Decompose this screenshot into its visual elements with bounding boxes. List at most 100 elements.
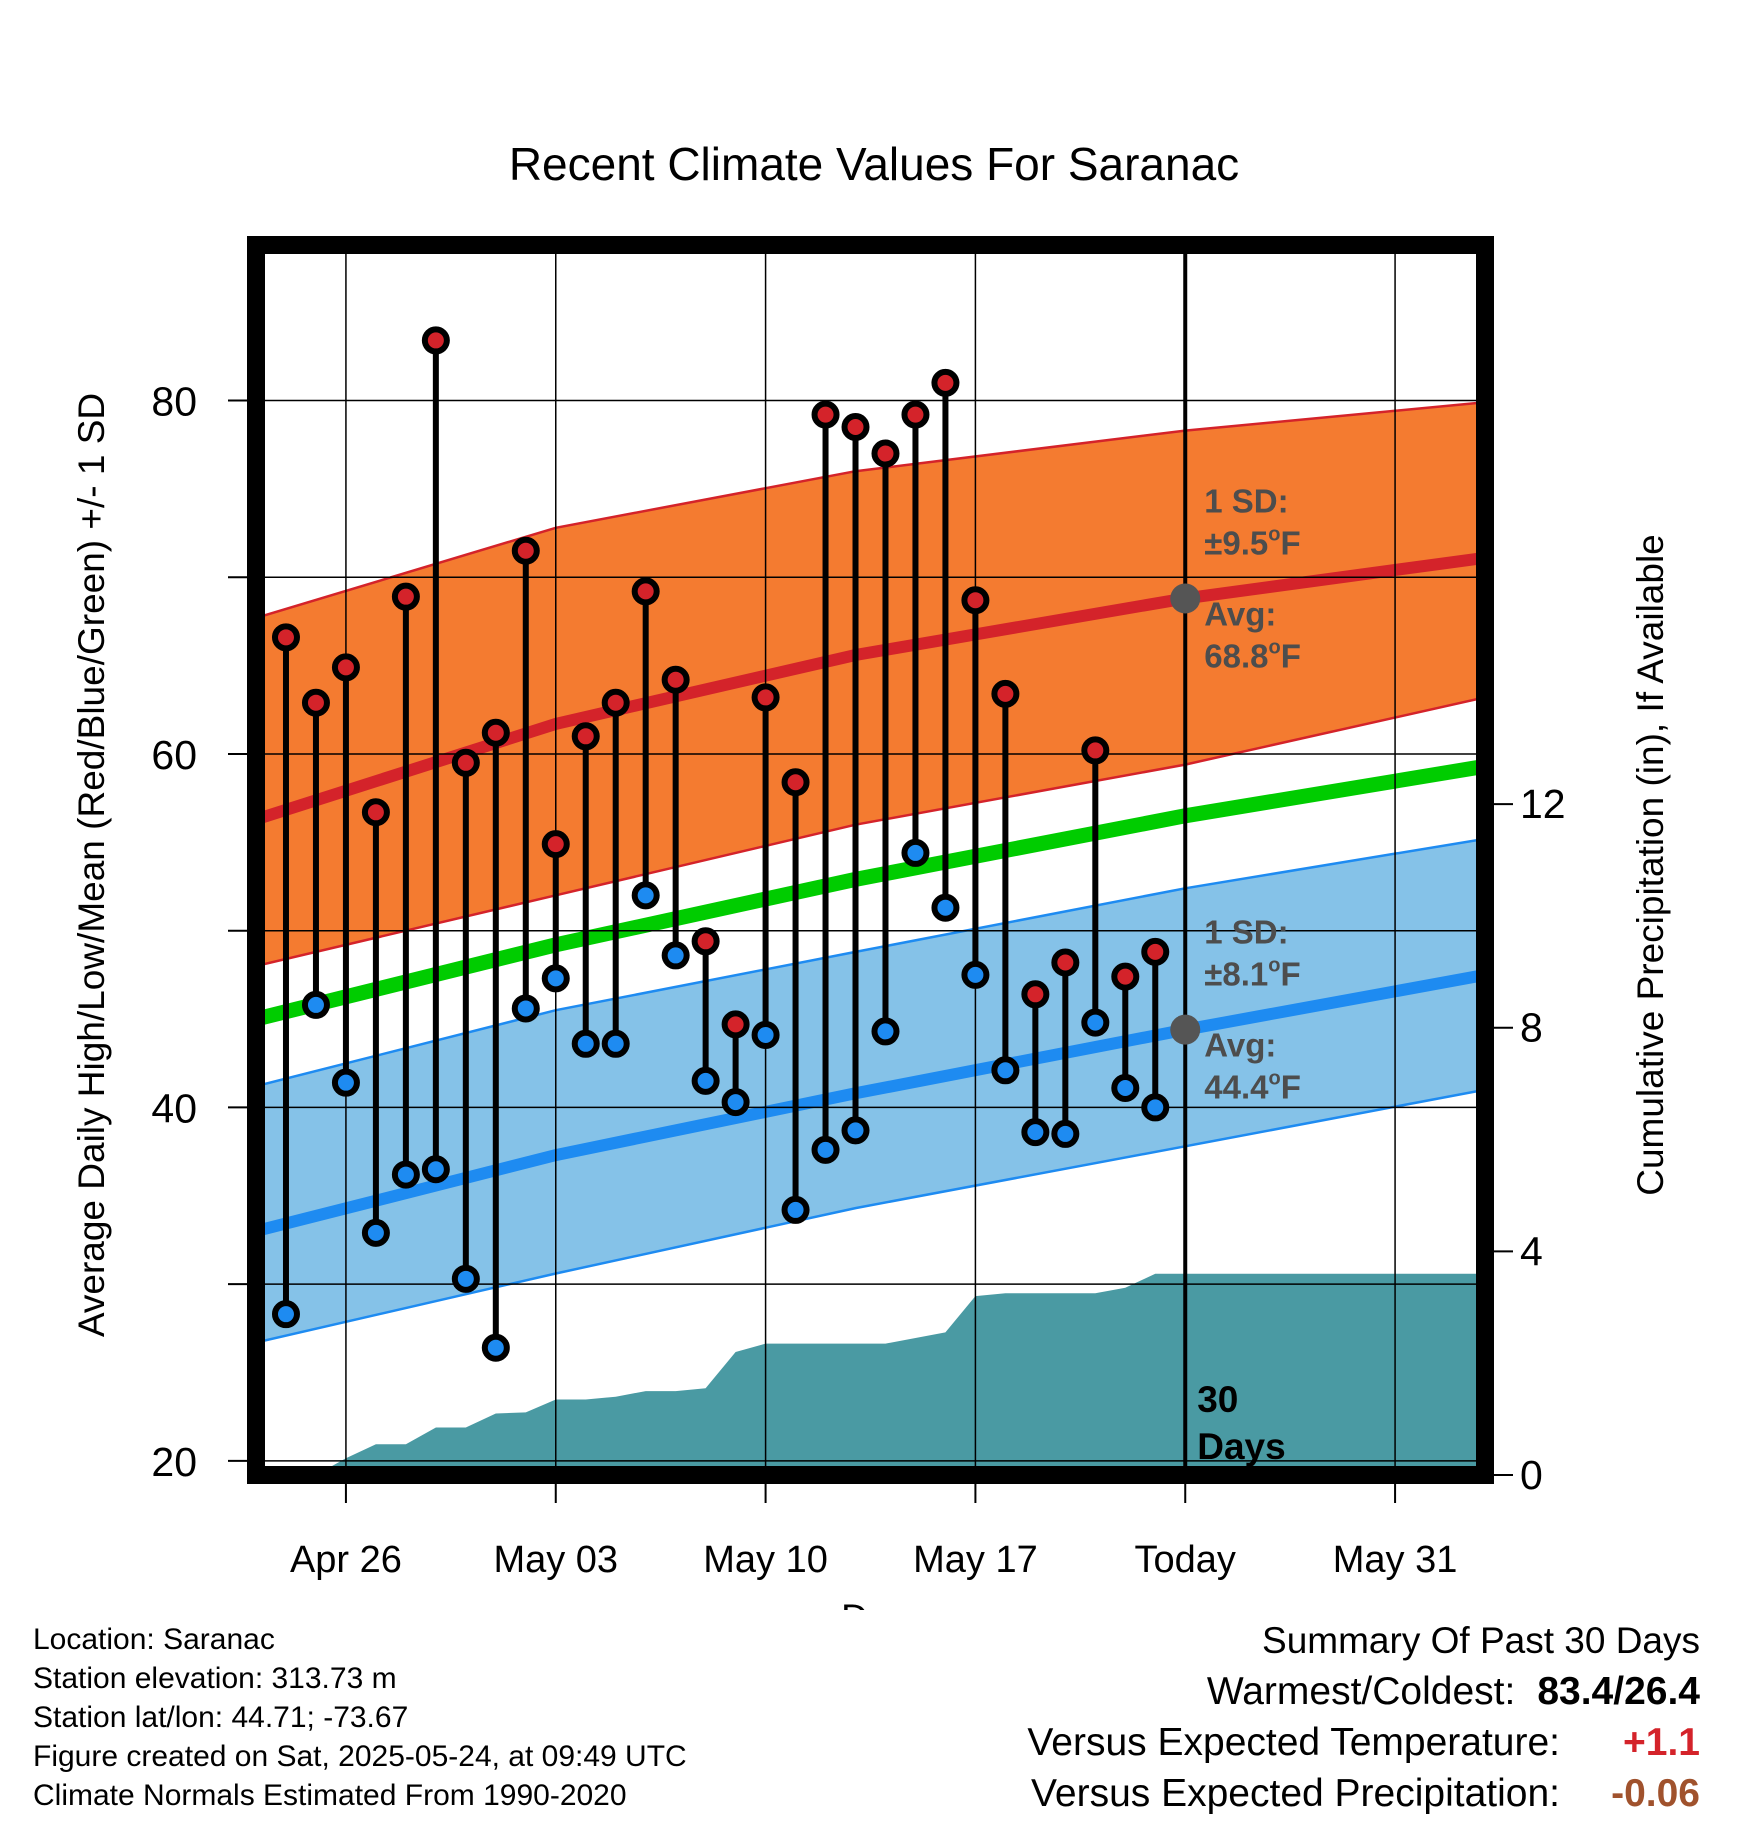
y-axis-label: Average Daily High/Low/Mean (Red/Blue/Gr… xyxy=(71,393,112,1337)
y-tick-label: 20 xyxy=(151,1439,197,1485)
high-sd-band xyxy=(256,402,1485,966)
elevation-text: Station elevation: 313.73 m xyxy=(33,1662,397,1695)
x-axis-label: Day xyxy=(841,1597,907,1610)
low-temp-point xyxy=(931,893,960,922)
x-tick-label: May 03 xyxy=(493,1539,618,1581)
plot-content: 1 SD: ±9.5oF Avg: 68.8oF 1 SD: ±8.1oF Avg: 44.4… xyxy=(256,245,1485,1475)
x-tick-label: May 17 xyxy=(913,1539,1038,1581)
low-temp-point xyxy=(541,964,570,993)
station-info: Location: Saranac Station elevation: 313… xyxy=(33,1620,687,1815)
high-annotation-line-0: 1 SD: xyxy=(1204,482,1288,519)
today-low-avg-marker xyxy=(1170,1014,1201,1045)
high-temp-point xyxy=(1141,937,1170,966)
low-temp-point xyxy=(601,1029,630,1058)
low-temp-point xyxy=(691,1066,720,1095)
y2-axis-label: Cumulative Precipitation (in), If Availa… xyxy=(1630,534,1671,1196)
low-temp-point xyxy=(301,990,330,1019)
today-days-label: 30 xyxy=(1197,1379,1238,1420)
warmest-coldest-value: 83.4/26.4 xyxy=(1537,1670,1700,1713)
low-annotation-line-2: Avg: xyxy=(1204,1027,1276,1064)
y-tick-label: 40 xyxy=(151,1085,197,1131)
high-temp-point xyxy=(841,413,870,442)
high-temp-point xyxy=(1111,962,1140,991)
low-temp-point xyxy=(901,838,930,867)
low-temp-point xyxy=(451,1264,480,1293)
low-temp-point xyxy=(271,1300,300,1329)
low-temp-point xyxy=(1081,1008,1110,1037)
precip-vs-expected-label: Versus Expected Precipitation: xyxy=(1031,1772,1560,1815)
low-temp-point xyxy=(421,1155,450,1184)
summary-panel: Summary Of Past 30 Days Warmest/Coldest:… xyxy=(1027,1616,1700,1819)
low-temp-point xyxy=(1051,1119,1080,1148)
high-annotation-line-2: Avg: xyxy=(1204,595,1276,632)
high-temp-point xyxy=(481,718,510,747)
y2-tick-label: 12 xyxy=(1520,781,1566,827)
high-temp-point xyxy=(721,1010,750,1039)
high-temp-point xyxy=(301,688,330,717)
high-temp-point xyxy=(1021,980,1050,1009)
y-tick-label: 80 xyxy=(151,379,197,425)
low-sd-band-lower-edge xyxy=(256,1088,1485,1344)
high-temp-point xyxy=(391,582,420,611)
low-temp-point xyxy=(1111,1073,1140,1102)
low-temp-point xyxy=(511,994,540,1023)
high-temp-point xyxy=(421,326,450,355)
high-annotation-line-1: ±9.5oF xyxy=(1204,523,1300,561)
warmest-coldest-label: Warmest/Coldest: xyxy=(1206,1670,1516,1713)
y2-tick-label: 0 xyxy=(1520,1452,1543,1498)
high-temp-point xyxy=(811,400,840,429)
low-temp-point xyxy=(841,1116,870,1145)
low-annotation-line-3: 44.4oF xyxy=(1204,1068,1301,1106)
low-annotation-line-0: 1 SD: xyxy=(1204,914,1288,951)
today-high-avg-marker xyxy=(1170,583,1201,614)
low-annotation-line-1: ±8.1oF xyxy=(1204,955,1300,993)
high-temp-point xyxy=(361,798,390,827)
high-annotation-line-3: 68.8oF xyxy=(1204,636,1301,674)
latlon-text: Station lat/lon: 44.71; -73.67 xyxy=(33,1701,409,1734)
high-temp-point xyxy=(631,577,660,606)
y2-tick-label: 8 xyxy=(1520,1005,1543,1051)
x-tick-label: May 10 xyxy=(703,1539,828,1581)
high-temp-point xyxy=(331,653,360,682)
low-temp-point xyxy=(1141,1093,1170,1122)
precip-area xyxy=(316,1273,1485,1475)
low-temp-point xyxy=(481,1333,510,1362)
summary-title: Summary Of Past 30 Days xyxy=(1262,1620,1700,1661)
low-temp-point xyxy=(961,960,990,989)
temp-vs-expected-row: Versus Expected Temperature: +1.1 xyxy=(1027,1717,1700,1768)
climate-chart: Recent Climate Values For Saranac 1 SD: ±… xyxy=(71,138,1671,1610)
low-temp-point xyxy=(871,1017,900,1046)
high-temp-point xyxy=(751,683,780,712)
high-temp-point xyxy=(601,688,630,717)
x-tick-label: Today xyxy=(1135,1539,1236,1581)
low-temp-point xyxy=(721,1088,750,1117)
y-tick-label: 60 xyxy=(151,732,197,778)
chart-title: Recent Climate Values For Saranac xyxy=(509,138,1239,190)
x-tick-label: Apr 26 xyxy=(290,1539,402,1581)
low-temp-point xyxy=(751,1020,780,1049)
normals-text: Climate Normals Estimated From 1990-2020 xyxy=(33,1779,627,1812)
high-temp-point xyxy=(901,400,930,429)
low-temp-point xyxy=(811,1135,840,1164)
low-temp-point xyxy=(661,941,690,970)
high-temp-point xyxy=(931,368,960,397)
high-temp-point xyxy=(541,830,570,859)
temp-vs-expected-label: Versus Expected Temperature: xyxy=(1027,1721,1560,1764)
high-temp-point xyxy=(1081,736,1110,765)
low-temp-point xyxy=(631,881,660,910)
x-tick-label: May 31 xyxy=(1333,1539,1458,1581)
high-temp-point xyxy=(691,927,720,956)
low-temp-point xyxy=(361,1218,390,1247)
low-temp-point xyxy=(331,1068,360,1097)
plot-frame xyxy=(247,236,1494,1484)
high-temp-point xyxy=(571,722,600,751)
high-temp-point xyxy=(991,679,1020,708)
high-temp-point xyxy=(781,768,810,797)
high-temp-point xyxy=(451,748,480,777)
low-temp-point xyxy=(991,1056,1020,1085)
high-temp-point xyxy=(511,536,540,565)
high-temp-point xyxy=(961,586,990,615)
created-text: Figure created on Sat, 2025-05-24, at 09… xyxy=(33,1740,687,1773)
high-temp-point xyxy=(661,665,690,694)
temp-vs-expected-value: +1.1 xyxy=(1623,1721,1700,1764)
